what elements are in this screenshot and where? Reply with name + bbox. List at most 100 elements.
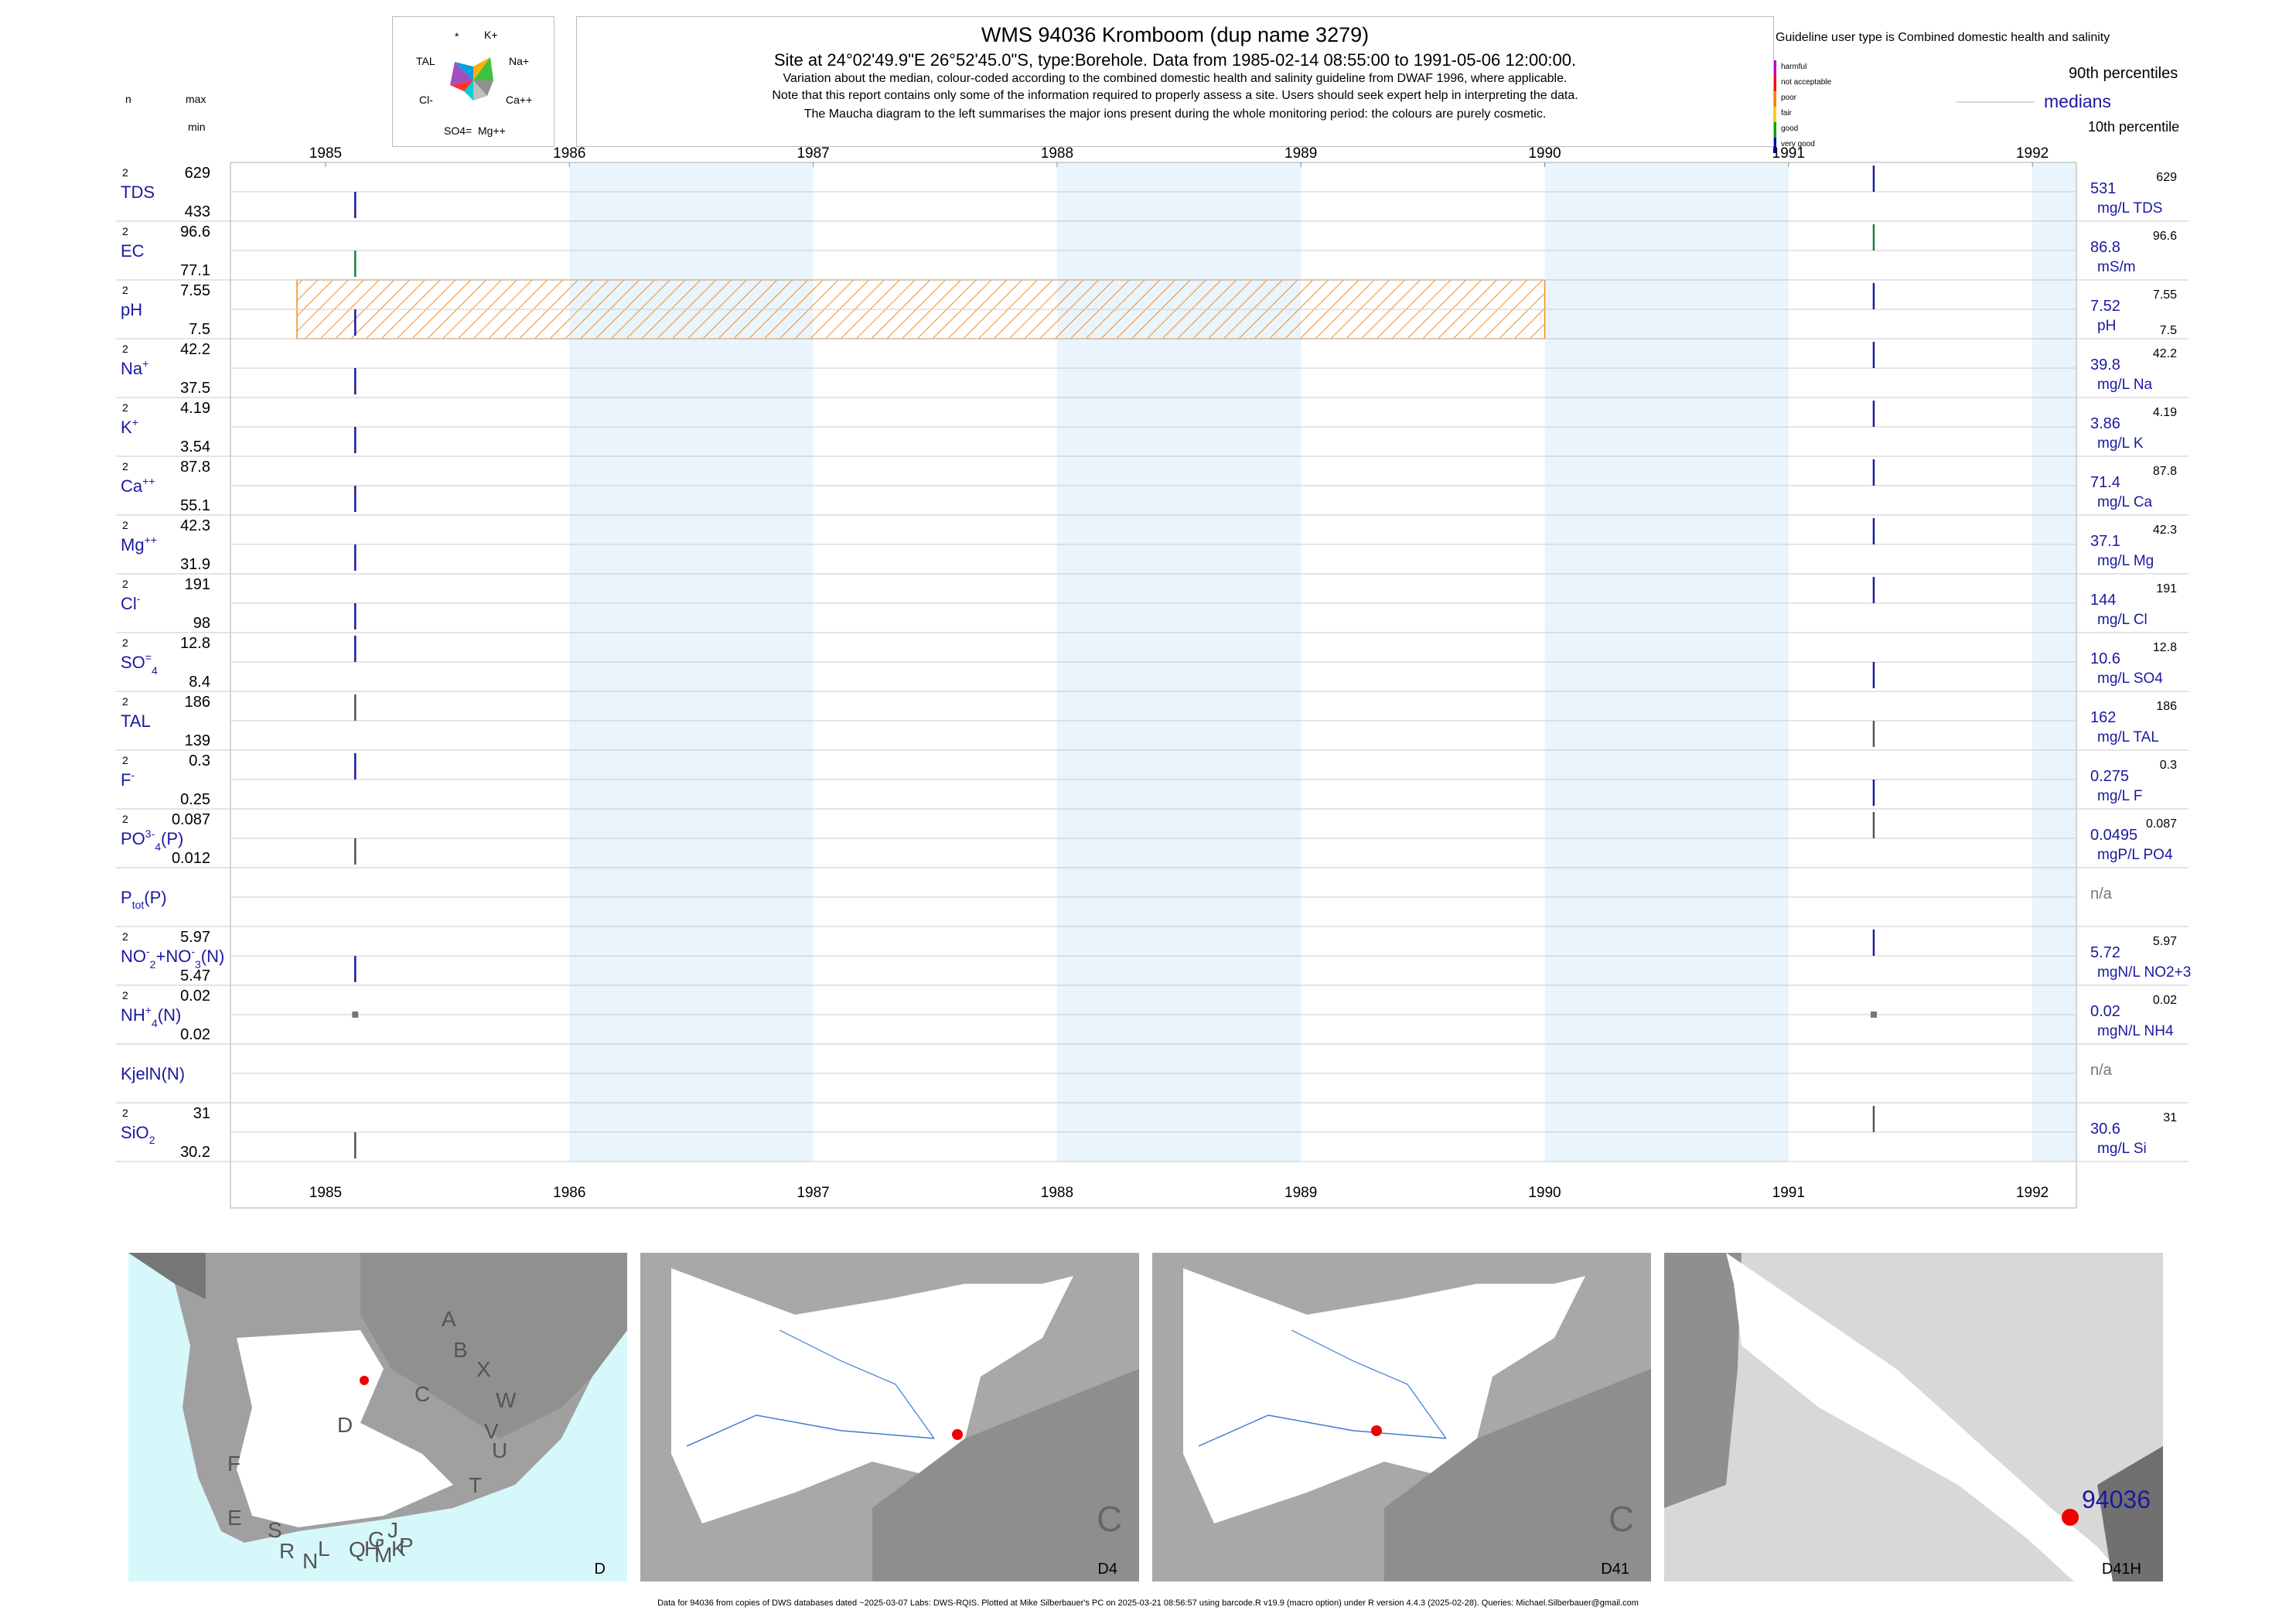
row-count: 2 bbox=[122, 578, 128, 590]
row-max: 96.6 bbox=[180, 223, 210, 241]
row-min: 8.4 bbox=[189, 674, 210, 691]
site-marker bbox=[952, 1429, 963, 1440]
median-value: 71.4 bbox=[2090, 474, 2120, 491]
x-tick-label-bottom: 1986 bbox=[553, 1185, 585, 1201]
row-count: 2 bbox=[122, 754, 128, 766]
p90-legend: 90th percentiles bbox=[2069, 65, 2178, 82]
x-tick-label-top: 1986 bbox=[553, 145, 585, 162]
p90-value: 186 bbox=[2156, 700, 2177, 713]
unit-label: mg/L Si bbox=[2097, 1141, 2147, 1157]
note-line-3: The Maucha diagram to the left summarise… bbox=[803, 107, 1547, 121]
map-region bbox=[2097, 1446, 2163, 1581]
map-region-letter: C bbox=[415, 1382, 430, 1406]
site-marker bbox=[2062, 1509, 2079, 1526]
maucha-label: SO4= bbox=[444, 125, 472, 137]
row-max: 191 bbox=[185, 576, 210, 593]
map-neighbour bbox=[128, 1253, 206, 1299]
maucha-label: Na+ bbox=[509, 55, 529, 67]
maucha-sector bbox=[450, 80, 473, 91]
p90-value: 5.97 bbox=[2153, 935, 2177, 948]
map-catchment bbox=[671, 1268, 1073, 1523]
map-region-letter: T bbox=[469, 1473, 482, 1497]
maucha-sector bbox=[473, 57, 493, 80]
map-river bbox=[779, 1329, 935, 1439]
maucha-sector bbox=[450, 62, 473, 85]
unit-label: mg/L Cl bbox=[2097, 612, 2148, 628]
variable-name: SiO2​ bbox=[121, 1123, 155, 1146]
map-label: D bbox=[595, 1561, 606, 1578]
map-region-letter: Q bbox=[349, 1537, 366, 1561]
map-region-letter: A bbox=[442, 1307, 456, 1331]
unit-label: mg/L TDS bbox=[2097, 200, 2162, 217]
map-region-letter: N bbox=[302, 1549, 318, 1573]
map-river bbox=[686, 1414, 935, 1447]
title-box: WMS 94036 Kromboom (dup name 3279) Site … bbox=[576, 16, 1774, 147]
site-marker bbox=[360, 1376, 369, 1385]
x-tick-label-top: 1992 bbox=[2016, 145, 2049, 162]
variable-name: SO=4​ bbox=[121, 651, 158, 677]
row-min: 0.012 bbox=[172, 850, 210, 867]
x-tick-label-bottom: 1987 bbox=[797, 1185, 829, 1201]
median-legend: medians bbox=[2044, 91, 2111, 111]
footer-credits: Data for 94036 from copies of DWS databa… bbox=[657, 1598, 1639, 1608]
row-max: 42.2 bbox=[180, 341, 210, 358]
legend-class-label: fair bbox=[1781, 109, 1793, 118]
plot-frame bbox=[230, 162, 2077, 1209]
legend-class-swatch bbox=[1773, 122, 1776, 138]
map-catchment bbox=[1183, 1268, 1585, 1523]
map-region-letter: V bbox=[484, 1419, 499, 1443]
site-subtitle: Site at 24°02'49.9"E 26°52'45.0"S, type:… bbox=[773, 50, 1577, 70]
map-region-letter: H bbox=[364, 1537, 380, 1561]
maucha-label: Ca++ bbox=[506, 94, 532, 106]
unit-label: mg/L F bbox=[2097, 788, 2142, 804]
p90-value: 7.55 bbox=[2153, 288, 2177, 302]
p90-value: 31 bbox=[2163, 1111, 2177, 1124]
unit-label: mg/L TAL bbox=[2097, 729, 2159, 745]
row-max: 4.19 bbox=[180, 400, 210, 417]
legend-class-swatch bbox=[1773, 76, 1776, 91]
median-value: n/a bbox=[2090, 885, 2113, 902]
row-count: 2 bbox=[122, 930, 128, 943]
p90-value: 629 bbox=[2156, 171, 2177, 184]
site-id-label: 94036 bbox=[2082, 1486, 2151, 1513]
map-label: D41H bbox=[2102, 1561, 2141, 1578]
sample-point bbox=[1870, 1012, 1877, 1018]
unit-label: mg/L Mg bbox=[2097, 553, 2154, 569]
sample-point bbox=[352, 1012, 359, 1018]
median-value: 144 bbox=[2090, 592, 2116, 609]
median-value: 5.72 bbox=[2090, 944, 2120, 961]
map-catchment-d bbox=[237, 1330, 453, 1527]
median-value: 86.8 bbox=[2090, 239, 2120, 256]
variable-name: EC bbox=[121, 241, 145, 261]
x-tick-label-bottom: 1992 bbox=[2016, 1185, 2049, 1201]
x-tick-label-bottom: 1988 bbox=[1041, 1185, 1073, 1201]
map-region-letter: L bbox=[318, 1537, 330, 1561]
row-count: 2 bbox=[122, 813, 128, 825]
map-region-letter: B bbox=[453, 1338, 468, 1362]
legend-class-swatch bbox=[1773, 138, 1776, 153]
median-value: 39.8 bbox=[2090, 357, 2120, 374]
unit-label: mg/L SO4 bbox=[2097, 670, 2163, 687]
map-panel-d4: C D4 bbox=[640, 1253, 1139, 1581]
legend-class-swatch bbox=[1773, 60, 1776, 76]
median-value: 531 bbox=[2090, 180, 2116, 197]
x-tick-label-top: 1988 bbox=[1041, 145, 1073, 162]
p90-value: 42.3 bbox=[2153, 524, 2177, 537]
row-count: 2 bbox=[122, 284, 128, 296]
row-min: 0.02 bbox=[180, 1026, 210, 1043]
variable-name: TAL bbox=[121, 711, 151, 731]
guideline-legend-title: Guideline user type is Combined domestic… bbox=[1776, 31, 2110, 44]
unit-label: mgN/L NO2+3 bbox=[2097, 964, 2191, 981]
x-tick-label-bottom: 1990 bbox=[1528, 1185, 1561, 1201]
p10-value: 7.5 bbox=[2160, 324, 2177, 337]
median-value: 37.1 bbox=[2090, 533, 2120, 550]
row-min: 0.25 bbox=[180, 791, 210, 808]
unit-label: mg/L Ca bbox=[2097, 494, 2153, 510]
maucha-sector bbox=[473, 80, 493, 96]
median-value: n/a bbox=[2090, 1062, 2113, 1079]
median-value: 7.52 bbox=[2090, 298, 2120, 315]
maucha-label: Cl- bbox=[419, 94, 433, 106]
map-region-letter: W bbox=[496, 1388, 517, 1412]
